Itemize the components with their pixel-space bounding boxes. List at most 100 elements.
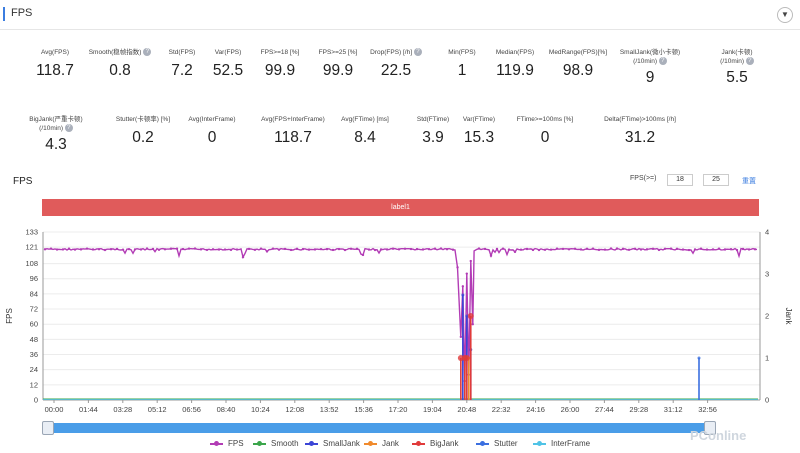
x-tick-label: 19:04 xyxy=(423,405,442,414)
x-tick-label: 20:48 xyxy=(457,405,476,414)
fps-point xyxy=(747,248,751,251)
fps-point xyxy=(235,248,239,251)
x-tick-label: 10:24 xyxy=(251,405,270,414)
fps-point xyxy=(519,248,523,251)
fps-point xyxy=(591,247,595,250)
fps-point xyxy=(265,250,269,253)
y-tick-label: 72 xyxy=(30,305,38,314)
header-accent-bar xyxy=(3,7,5,21)
metric-label: Avg(FPS) xyxy=(40,49,70,56)
fps-point xyxy=(337,247,341,251)
row2-metric: Stutter(卡顿率) [%] 0.2 xyxy=(93,115,193,148)
fps-point xyxy=(247,247,251,251)
x-tick-label: 31:12 xyxy=(664,405,683,414)
fps-point xyxy=(433,247,437,250)
fps-point xyxy=(187,247,191,250)
scroll-handle-right[interactable] xyxy=(704,421,716,435)
x-tick-label: 01:44 xyxy=(79,405,98,414)
row2-metric: Var(FTime) 15.3 xyxy=(429,115,529,148)
y-tick-label: 96 xyxy=(30,274,38,283)
metric-value: 22.5 xyxy=(380,62,412,79)
fps-point xyxy=(145,247,149,250)
metric-label: Var(FPS) xyxy=(214,49,242,56)
fps-point xyxy=(313,248,317,251)
fps-point xyxy=(717,247,721,250)
fps-threshold-label: FPS(>=) xyxy=(630,175,657,182)
metric-label: FPS>=18 [%] xyxy=(260,49,300,56)
fps-point xyxy=(461,285,465,288)
help-icon[interactable]: ? xyxy=(658,57,667,66)
metric-label: Avg(InterFrame) xyxy=(188,116,236,123)
watermark-logo: PConline xyxy=(690,428,747,443)
fps-point xyxy=(157,248,161,252)
y-axis-label: FPS xyxy=(5,308,14,324)
row2-metric: Delta(FTime)>100ms [/h] 31.2 xyxy=(590,115,690,148)
row2-metric: Avg(FPS+InterFrame) 118.7 xyxy=(243,115,343,148)
metric-value: 0 xyxy=(207,129,217,146)
metric-value: 119.9 xyxy=(496,62,534,79)
fps-point xyxy=(439,247,443,250)
fps-point xyxy=(585,247,589,250)
legend-marker-icon xyxy=(364,441,377,446)
fps-point xyxy=(91,248,95,251)
x-tick-label: 26:00 xyxy=(561,405,580,414)
y-right-tick-label: 2 xyxy=(765,312,769,321)
metric-label: Var(FTime) xyxy=(462,116,496,123)
fps-point xyxy=(103,248,107,252)
fps-point xyxy=(349,247,353,250)
time-range-scrollbar[interactable] xyxy=(44,423,710,433)
metric-label: Delta(FTime)>100ms [/h] xyxy=(604,116,676,123)
y-right-tick-label: 1 xyxy=(765,354,769,363)
metric-label: Smooth(稳帧指数) ? xyxy=(70,48,170,57)
metric-value: 8.4 xyxy=(354,129,376,146)
metric-label: Avg(FPS+InterFrame) xyxy=(261,116,325,123)
fps-threshold-input-1[interactable]: 18 xyxy=(667,174,693,186)
fps-threshold-input-2[interactable]: 25 xyxy=(703,174,729,186)
fps-point xyxy=(373,248,377,252)
fps-point xyxy=(283,247,287,251)
y-tick-label: 36 xyxy=(30,350,38,359)
panel-title: FPS xyxy=(11,7,33,19)
bigjank-point xyxy=(467,313,474,319)
chart-legend: FPS Smooth SmallJank Jank BigJank Stutter Inte… xyxy=(0,438,800,450)
help-icon[interactable]: ? xyxy=(143,48,152,57)
reset-button[interactable]: 重置 xyxy=(742,178,756,185)
help-icon[interactable]: ? xyxy=(745,57,754,66)
scroll-handle-left[interactable] xyxy=(42,421,54,435)
fps-point xyxy=(669,247,673,250)
chevron-down-icon[interactable]: ▼ xyxy=(777,7,793,23)
metric-value: 118.7 xyxy=(274,129,312,146)
y-tick-label: 12 xyxy=(30,380,38,389)
metric-value: 99.9 xyxy=(322,62,354,79)
fps-point xyxy=(397,248,401,251)
fps-point xyxy=(633,247,637,250)
metric-value: 7.2 xyxy=(171,62,193,79)
fps-point xyxy=(421,248,425,251)
legend-marker-icon xyxy=(305,441,318,446)
y-right-tick-label: 4 xyxy=(765,228,769,237)
fps-point xyxy=(211,248,215,251)
y-tick-label: 84 xyxy=(30,289,38,298)
fps-point xyxy=(729,248,733,251)
metric-value: 5.5 xyxy=(726,69,748,86)
x-tick-label: 17:20 xyxy=(389,405,408,414)
fps-point xyxy=(483,247,487,251)
legend-marker-icon xyxy=(210,441,223,446)
metric-label: Stutter(卡顿率) [%] xyxy=(115,116,171,123)
fps-point xyxy=(465,272,468,275)
label-band[interactable]: label1 xyxy=(42,199,759,216)
panel-header: FPS ▼ xyxy=(0,0,800,30)
fps-point xyxy=(645,248,649,251)
help-icon[interactable]: ? xyxy=(413,48,422,57)
fps-point xyxy=(549,248,553,251)
fps-point xyxy=(175,247,179,250)
fps-point xyxy=(415,247,419,251)
legend-label: Stutter xyxy=(494,439,518,448)
help-icon[interactable]: ? xyxy=(64,124,73,133)
fps-point xyxy=(681,248,685,251)
fps-point xyxy=(603,248,607,251)
row2-metric: BigJank(严重卡顿) (/10min) ? 4.3 xyxy=(6,115,106,155)
fps-point xyxy=(451,248,455,251)
fps-point xyxy=(199,248,203,251)
